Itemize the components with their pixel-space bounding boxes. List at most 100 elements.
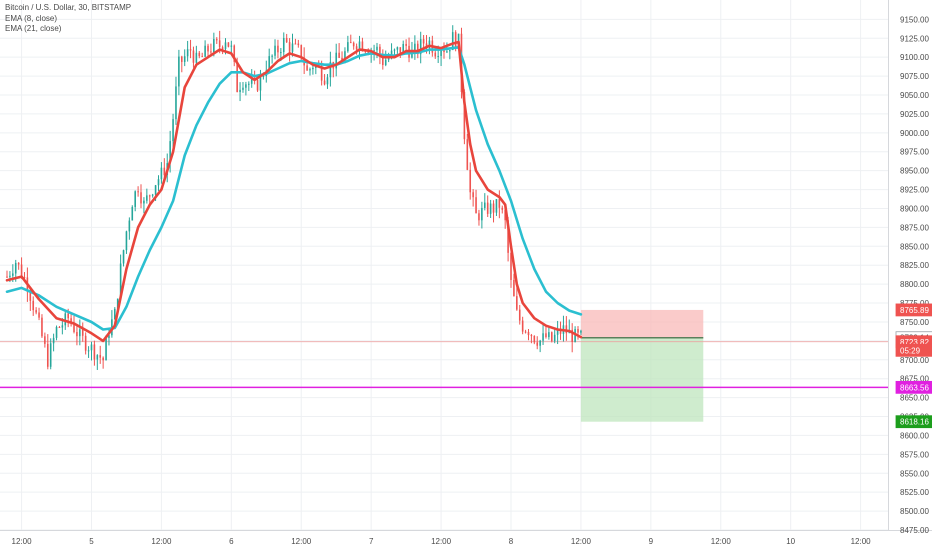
candle xyxy=(195,45,198,65)
y-tick-label: 8500.00 xyxy=(900,507,929,516)
candle-body xyxy=(154,185,157,195)
candle xyxy=(498,190,501,219)
candle-body xyxy=(213,39,215,53)
candle xyxy=(96,354,99,370)
candle xyxy=(443,42,445,59)
candle-body xyxy=(204,45,206,57)
candle-body xyxy=(306,65,308,71)
candle xyxy=(76,323,78,346)
candle-body xyxy=(335,52,338,69)
candle-body xyxy=(513,279,515,297)
candle-body xyxy=(390,50,393,58)
candle-body xyxy=(76,332,78,337)
candle-body xyxy=(248,83,250,85)
candle xyxy=(472,189,474,207)
candle xyxy=(580,329,582,335)
candle-body xyxy=(9,275,11,277)
candle-body xyxy=(274,45,276,56)
candle-body xyxy=(533,335,536,343)
candle-body xyxy=(530,335,533,337)
candle-body xyxy=(84,335,87,351)
x-tick-label: 12:00 xyxy=(291,537,312,546)
candle xyxy=(399,47,402,58)
candle xyxy=(84,332,87,355)
candle xyxy=(172,113,174,149)
y-tick-label: 8925.00 xyxy=(900,186,929,195)
candle xyxy=(349,34,352,44)
candle xyxy=(140,184,142,209)
candle xyxy=(294,38,297,45)
candle xyxy=(215,37,218,44)
candle-body xyxy=(556,328,559,335)
candle-body xyxy=(151,194,154,196)
candle-body xyxy=(268,56,271,71)
candle xyxy=(297,39,300,48)
price-tag-label: 05:29 xyxy=(900,346,921,355)
candle-body xyxy=(577,329,579,333)
candle-body xyxy=(140,192,142,204)
candle-body xyxy=(146,195,148,201)
candle xyxy=(536,336,539,350)
candle-body xyxy=(384,59,387,66)
candle-body xyxy=(250,79,253,84)
candle-body xyxy=(49,343,52,367)
candle-body xyxy=(17,262,20,265)
y-tick-label: 8825.00 xyxy=(900,261,929,270)
y-tick-label: 9000.00 xyxy=(900,129,929,138)
candle xyxy=(189,39,192,59)
candle-body xyxy=(90,344,93,351)
candle-body xyxy=(300,45,303,58)
candle xyxy=(545,326,547,339)
candle-body xyxy=(489,203,492,214)
candle xyxy=(550,331,553,343)
candle xyxy=(227,42,230,48)
candle-body xyxy=(294,43,297,45)
candle-body xyxy=(341,57,343,61)
candle xyxy=(489,199,492,218)
candle-body xyxy=(99,355,102,358)
y-tick-label: 8950.00 xyxy=(900,167,929,176)
y-tick-label: 8650.00 xyxy=(900,394,929,403)
candle-body xyxy=(169,141,171,164)
candle-body xyxy=(521,320,524,332)
candle-body xyxy=(548,332,550,338)
y-tick-label: 8750.00 xyxy=(900,318,929,327)
candle xyxy=(469,162,472,200)
candle-body xyxy=(483,202,486,208)
x-tick-label: 9 xyxy=(649,537,654,546)
candle-body xyxy=(180,56,183,62)
candle xyxy=(183,49,186,67)
candle-body xyxy=(210,51,212,53)
candle-body xyxy=(12,273,14,276)
candle-body xyxy=(580,330,582,333)
candle-body xyxy=(550,332,553,342)
y-tick-label: 8600.00 xyxy=(900,431,929,440)
candle xyxy=(44,332,46,348)
candle xyxy=(146,188,148,204)
candle-body xyxy=(396,47,399,50)
y-tick-label: 8900.00 xyxy=(900,204,929,213)
candle-body xyxy=(338,52,340,58)
candle-body xyxy=(329,61,332,78)
candle-body xyxy=(29,291,32,301)
candle xyxy=(131,205,134,221)
candle-body xyxy=(41,317,43,337)
candle xyxy=(239,82,241,102)
candle-body xyxy=(285,37,288,43)
candle xyxy=(233,44,236,67)
candle-body xyxy=(128,220,131,232)
candle-body xyxy=(437,55,439,57)
candle-body xyxy=(221,47,224,49)
candle xyxy=(553,327,556,344)
candle-body xyxy=(198,52,201,57)
candle-body xyxy=(233,45,236,62)
y-tick-label: 9050.00 xyxy=(900,91,929,100)
candle xyxy=(49,338,52,370)
candle xyxy=(347,35,349,53)
y-tick-label: 8850.00 xyxy=(900,242,929,251)
candle xyxy=(329,51,332,87)
candle-body xyxy=(379,46,381,56)
candle-body xyxy=(539,340,541,346)
candle-body xyxy=(23,277,26,279)
